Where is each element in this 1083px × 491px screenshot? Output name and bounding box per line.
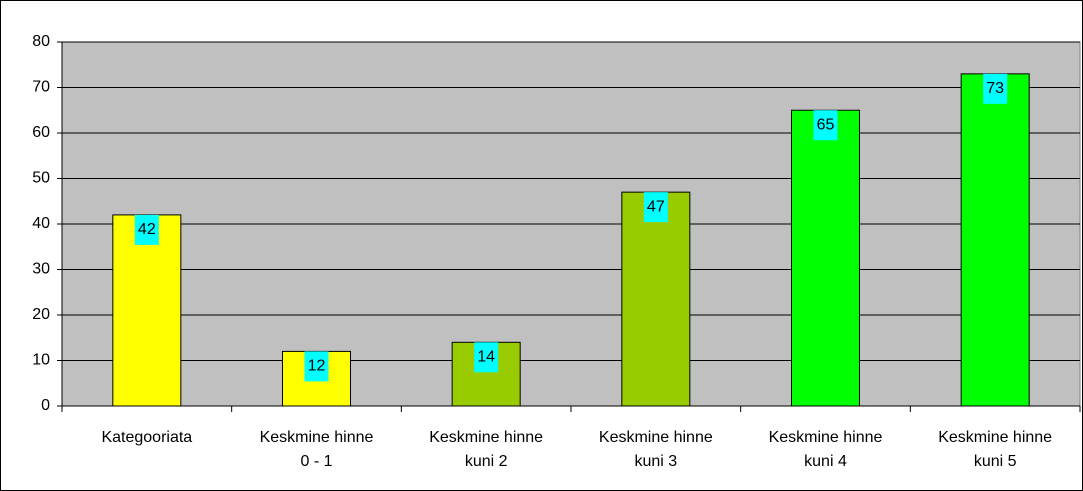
- x-tick-label: Keskmine hinne: [429, 429, 543, 446]
- x-tick-label: Keskmine hinne: [769, 429, 883, 446]
- data-label: 42: [138, 221, 156, 238]
- bar: [960, 73, 1030, 407]
- x-tick-label: kuni 5: [974, 453, 1017, 470]
- data-label-box: [474, 342, 499, 373]
- data-label: 65: [817, 116, 835, 133]
- data-label-box: [643, 192, 668, 223]
- x-tick-label: 0 - 1: [300, 453, 332, 470]
- x-tick-label: Kategooriata: [101, 429, 192, 446]
- data-label: 12: [308, 358, 326, 375]
- y-tick-label: 30: [32, 261, 50, 278]
- data-label-box: [813, 110, 838, 141]
- y-tick-label: 10: [32, 352, 50, 369]
- data-label: 47: [647, 198, 665, 215]
- bar: [112, 214, 182, 407]
- y-tick-label: 50: [32, 170, 50, 187]
- y-tick-label: 20: [32, 306, 50, 323]
- data-label-box: [983, 73, 1008, 104]
- x-tick-label: kuni 2: [465, 453, 508, 470]
- y-tick-label: 0: [41, 397, 50, 414]
- bar: [621, 191, 691, 407]
- data-label-box: [304, 351, 329, 382]
- y-tick-label: 70: [32, 79, 50, 96]
- data-label-box: [134, 214, 159, 245]
- data-label: 73: [986, 80, 1004, 97]
- bar: [791, 109, 860, 407]
- x-tick-label: Keskmine hinne: [260, 429, 374, 446]
- x-tick-label: kuni 3: [634, 453, 677, 470]
- x-tick-label: Keskmine hinne: [938, 429, 1052, 446]
- y-tick-label: 80: [32, 33, 50, 50]
- x-tick-label: Keskmine hinne: [599, 429, 713, 446]
- y-tick-label: 40: [32, 215, 50, 232]
- data-label: 14: [477, 349, 495, 366]
- y-tick-label: 60: [32, 124, 50, 141]
- x-tick-label: kuni 4: [804, 453, 847, 470]
